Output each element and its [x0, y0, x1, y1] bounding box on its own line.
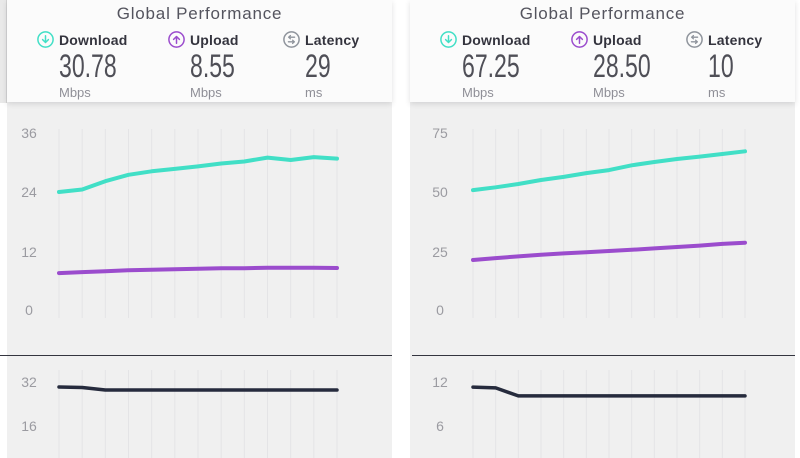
- metric-value: 29: [305, 48, 331, 84]
- metric-label: Download: [462, 31, 531, 48]
- performance-panel-2: Global Performance Download 67.25 Mbps U…: [410, 0, 795, 458]
- y-axis-label: 32: [21, 374, 37, 390]
- latency-line-chart: [471, 370, 747, 458]
- y-axis-label: 25: [432, 244, 448, 260]
- metric-label: Latency: [708, 31, 763, 48]
- download-icon: [440, 31, 457, 48]
- page-left-gutter: [0, 0, 7, 103]
- download-icon: [37, 31, 54, 48]
- performance-panel-1: Global Performance Download 30.78 Mbps U…: [0, 0, 392, 458]
- metric-unit: ms: [708, 85, 726, 100]
- metric-label: Upload: [593, 31, 642, 48]
- metric-label: Latency: [305, 31, 360, 48]
- y-axis-label: 0: [25, 302, 33, 318]
- panel-title: Global Performance: [116, 4, 283, 23]
- metric-value: 30.78: [59, 48, 117, 84]
- chart-divider: [0, 355, 392, 356]
- y-axis-label: 0: [436, 302, 444, 318]
- metric-unit: Mbps: [462, 85, 494, 100]
- metric-value: 8.55: [190, 48, 235, 84]
- y-axis-label: 36: [21, 125, 37, 141]
- y-axis-label: 6: [436, 418, 444, 434]
- y-axis-label: 24: [21, 184, 37, 200]
- latency-chart-area: 12 6: [410, 356, 795, 458]
- chart-divider: [412, 355, 795, 356]
- chart-background: [7, 102, 392, 458]
- latency-icon: [686, 31, 703, 48]
- latency-line-chart: [57, 370, 339, 458]
- panel-title: Global Performance: [519, 4, 686, 23]
- upload-icon: [168, 31, 185, 48]
- metric-unit: Mbps: [59, 85, 91, 100]
- y-axis-label: 12: [432, 374, 448, 390]
- upload-icon: [571, 31, 588, 48]
- speed-chart-area: 75 50 25 0: [410, 102, 795, 355]
- metric-unit: Mbps: [593, 85, 625, 100]
- metric-value: 28.50: [593, 48, 651, 84]
- performance-header-card: Global Performance Download 30.78 Mbps U…: [7, 0, 392, 102]
- metric-unit: Mbps: [190, 85, 222, 100]
- speed-line-chart: [471, 129, 747, 318]
- speed-line-chart: [57, 129, 339, 318]
- metric-value: 67.25: [462, 48, 520, 84]
- metric-label: Download: [59, 31, 128, 48]
- performance-header-card: Global Performance Download 67.25 Mbps U…: [410, 0, 795, 102]
- y-axis-label: 12: [21, 244, 37, 260]
- latency-chart-area: 32 16: [7, 356, 392, 458]
- metric-label: Upload: [190, 31, 239, 48]
- latency-icon: [283, 31, 300, 48]
- speed-chart-area: 36 24 12 0: [7, 102, 392, 355]
- y-axis-label: 75: [432, 125, 448, 141]
- y-axis-label: 16: [21, 418, 37, 434]
- chart-background: [410, 102, 795, 458]
- metric-value: 10: [708, 48, 734, 84]
- metric-unit: ms: [305, 85, 323, 100]
- y-axis-label: 50: [432, 184, 448, 200]
